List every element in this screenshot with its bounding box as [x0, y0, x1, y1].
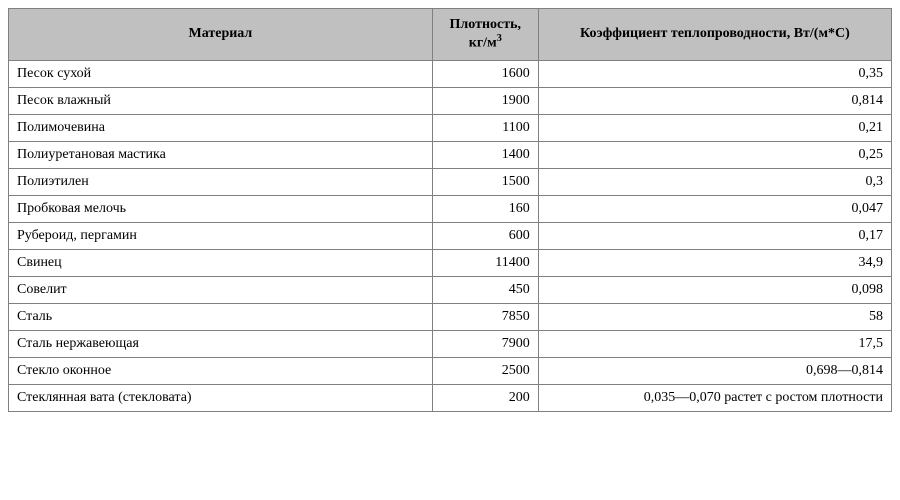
table-row: Стекло оконное25000,698—0,814: [9, 357, 892, 384]
cell-material: Стекло оконное: [9, 357, 433, 384]
table-row: Свинец1140034,9: [9, 249, 892, 276]
cell-density: 1100: [432, 114, 538, 141]
cell-conduct: 0,035—0,070 растет с ростом плотности: [538, 384, 891, 411]
table-row: Совелит4500,098: [9, 276, 892, 303]
cell-material: Песок сухой: [9, 60, 433, 87]
cell-material: Сталь: [9, 303, 433, 330]
table-header-row: Материал Плотность, кг/м3 Коэффициент те…: [9, 9, 892, 61]
cell-density: 200: [432, 384, 538, 411]
cell-density: 2500: [432, 357, 538, 384]
cell-density: 1600: [432, 60, 538, 87]
cell-density: 7900: [432, 330, 538, 357]
cell-density: 7850: [432, 303, 538, 330]
col-header-material: Материал: [9, 9, 433, 61]
cell-material: Рубероид, пергамин: [9, 222, 433, 249]
cell-material: Полиэтилен: [9, 168, 433, 195]
cell-conduct: 0,35: [538, 60, 891, 87]
col-header-density: Плотность, кг/м3: [432, 9, 538, 61]
table-row: Песок сухой16000,35: [9, 60, 892, 87]
cell-conduct: 17,5: [538, 330, 891, 357]
cell-material: Совелит: [9, 276, 433, 303]
cell-conduct: 0,3: [538, 168, 891, 195]
table-row: Полимочевина11000,21: [9, 114, 892, 141]
cell-conduct: 0,047: [538, 195, 891, 222]
table-header: Материал Плотность, кг/м3 Коэффициент те…: [9, 9, 892, 61]
col-header-conduct: Коэффициент теплопроводности, Вт/(м*С): [538, 9, 891, 61]
table-row: Сталь785058: [9, 303, 892, 330]
cell-material: Пробковая мелочь: [9, 195, 433, 222]
materials-table: Материал Плотность, кг/м3 Коэффициент те…: [8, 8, 892, 412]
table-row: Полиуретановая мастика14000,25: [9, 141, 892, 168]
cell-density: 600: [432, 222, 538, 249]
cell-conduct: 0,21: [538, 114, 891, 141]
cell-density: 1900: [432, 87, 538, 114]
cell-conduct: 0,25: [538, 141, 891, 168]
cell-density: 450: [432, 276, 538, 303]
cell-conduct: 0,814: [538, 87, 891, 114]
cell-density: 1500: [432, 168, 538, 195]
cell-material: Полимочевина: [9, 114, 433, 141]
cell-material: Стеклянная вата (стекловата): [9, 384, 433, 411]
table-row: Стеклянная вата (стекловата)2000,035—0,0…: [9, 384, 892, 411]
table-row: Рубероид, пергамин6000,17: [9, 222, 892, 249]
table-row: Песок влажный19000,814: [9, 87, 892, 114]
cell-material: Полиуретановая мастика: [9, 141, 433, 168]
table-row: Сталь нержавеющая790017,5: [9, 330, 892, 357]
table-row: Полиэтилен15000,3: [9, 168, 892, 195]
cell-density: 1400: [432, 141, 538, 168]
cell-material: Сталь нержавеющая: [9, 330, 433, 357]
cell-density: 11400: [432, 249, 538, 276]
cell-conduct: 0,098: [538, 276, 891, 303]
table-row: Пробковая мелочь1600,047: [9, 195, 892, 222]
cell-material: Свинец: [9, 249, 433, 276]
cell-conduct: 0,698—0,814: [538, 357, 891, 384]
cell-conduct: 58: [538, 303, 891, 330]
cell-material: Песок влажный: [9, 87, 433, 114]
cell-conduct: 0,17: [538, 222, 891, 249]
cell-density: 160: [432, 195, 538, 222]
table-body: Песок сухой16000,35Песок влажный19000,81…: [9, 60, 892, 411]
cell-conduct: 34,9: [538, 249, 891, 276]
